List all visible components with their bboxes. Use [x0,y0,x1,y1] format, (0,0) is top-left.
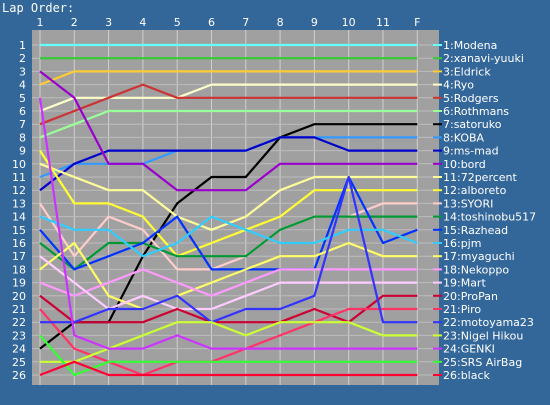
series-line [39,83,418,113]
x-tick-label: 2 [71,16,78,29]
series-line [39,215,418,258]
legend-entry: 4:Ryo [443,79,474,92]
y-tick-label: 11 [12,171,26,184]
y-tick-label: 13 [12,197,26,210]
series-legend: 1:Modena2:xanavi-yuuki3:Eldrick4:Ryo5:Ro… [433,39,536,382]
y-tick-label: 1 [19,39,26,52]
series-line [39,307,418,377]
legend-entry: 13:SYORI [443,197,493,210]
legend-entry: 11:72percent [443,171,518,184]
series-line [39,70,418,192]
y-tick-label: 26 [12,369,26,382]
x-tick-labels: 1 2 3 4 5 6 7 8 9 10 11 F [37,16,421,29]
series-line [39,294,418,324]
legend-entry: 5:Rodgers [443,92,499,105]
y-tick-label: 15 [12,224,26,237]
legend-entry: 1:Modena [443,39,497,52]
y-tick-label: 22 [12,316,26,329]
legend-entry: 2:xanavi-yuuki [443,52,524,65]
series-line [39,70,418,86]
x-tick-label: 8 [277,16,284,29]
y-tick-label: 21 [12,303,26,316]
y-tick-label: 19 [12,277,26,290]
y-tick-label: 17 [12,250,26,263]
series-line [39,255,418,311]
legend-entry: 8:KOBA [443,131,485,144]
legend-entry: 25:SRS AirBag [443,356,522,369]
x-tick-label: 9 [311,16,318,29]
legend-entry: 18:Nekoppo [443,263,509,276]
y-tick-label: 23 [12,329,26,342]
legend-entry: 26:black [443,369,491,382]
series-line [39,83,418,126]
legend-entry: 7:satoruko [443,118,502,131]
series-line [39,215,418,271]
y-tick-label: 24 [12,343,26,356]
legend-entry: 3:Eldrick [443,65,491,78]
x-tick-label: 7 [242,16,249,29]
y-tick-labels: 1234567891011121314151617181920212223242… [12,39,26,382]
y-tick-label: 14 [12,211,26,224]
y-tick-label: 2 [19,52,26,65]
legend-entry: 21:Piro [443,303,481,316]
y-tick-label: 20 [12,290,26,303]
series-line [39,334,418,377]
x-tick-label: 5 [174,16,181,29]
series-line [40,175,418,324]
legend-entry: 23:Nigel Hikou [443,329,523,342]
series-line [38,97,418,350]
y-tick-label: 8 [19,131,26,144]
legend-entry: 24:GENKI [443,343,495,356]
x-tick-label: 6 [208,16,215,29]
y-tick-label: 3 [19,65,26,78]
y-tick-label: 4 [19,79,26,92]
y-tick-label: 10 [12,158,26,171]
legend-entry: 15:Razhead [443,224,508,237]
legend-entry: 20:ProPan [443,290,498,303]
x-tick-label: 4 [139,16,146,29]
series-line [39,268,418,297]
chart-title: Lap Order: [2,1,74,15]
legend-entry: 17:myaguchi [443,250,515,263]
y-tick-label: 12 [12,184,26,197]
legend-entry: 10:bord [443,158,486,171]
x-tick-label: 3 [105,16,112,29]
legend-entry: 22:motoyama23 [443,316,534,329]
x-tick-label: 11 [376,16,390,29]
y-tick-label: 16 [12,237,26,250]
legend-entry: 12:alboreto [443,184,507,197]
x-tick-label: 10 [342,16,356,29]
legend-entry: 14:toshinobu517 [443,211,536,224]
x-tick-label: 1 [37,16,44,29]
series-line [39,202,418,271]
y-tick-label: 5 [19,92,26,105]
legend-entry: 19:Mart [443,277,486,290]
y-tick-label: 25 [12,356,26,369]
x-tick-label: F [414,16,420,29]
legend-entry: 6:Rothmans [443,105,509,118]
y-tick-label: 9 [19,145,26,158]
series-line [40,321,418,363]
y-tick-label: 7 [19,118,26,131]
series-line [39,109,418,139]
series-lines [38,43,418,377]
legend-entry: 9:ms-mad [443,145,499,158]
y-tick-label: 18 [12,263,26,276]
series-line [39,241,418,311]
series-line [39,175,418,271]
series-line [39,360,418,377]
y-tick-label: 6 [19,105,26,118]
legend-entry: 16:pjm [443,237,481,250]
